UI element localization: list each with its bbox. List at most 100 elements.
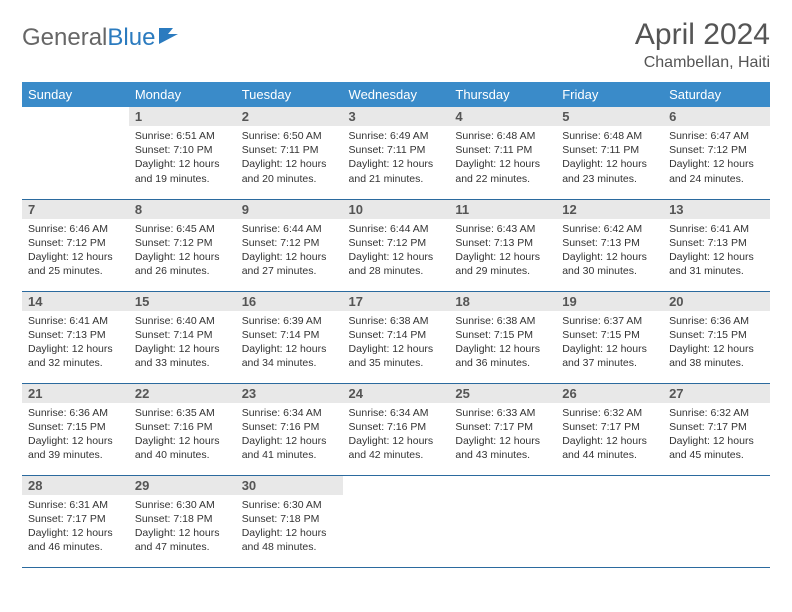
sunrise: Sunrise: 6:49 AM	[349, 129, 444, 143]
sunset: Sunset: 7:15 PM	[562, 328, 657, 342]
day-details: Sunrise: 6:48 AMSunset: 7:11 PMDaylight:…	[556, 126, 663, 190]
sunset: Sunset: 7:18 PM	[135, 512, 230, 526]
daylight-1: Daylight: 12 hours	[242, 342, 337, 356]
sunrise: Sunrise: 6:42 AM	[562, 222, 657, 236]
daylight-2: and 37 minutes.	[562, 356, 657, 370]
weekday-header: Friday	[556, 82, 663, 107]
daylight-2: and 47 minutes.	[135, 540, 230, 554]
day-details: Sunrise: 6:44 AMSunset: 7:12 PMDaylight:…	[343, 219, 450, 283]
sunset: Sunset: 7:12 PM	[349, 236, 444, 250]
sunrise: Sunrise: 6:34 AM	[349, 406, 444, 420]
weekday-header: Sunday	[22, 82, 129, 107]
calendar-cell: 5Sunrise: 6:48 AMSunset: 7:11 PMDaylight…	[556, 107, 663, 199]
daylight-2: and 20 minutes.	[242, 172, 337, 186]
daylight-2: and 34 minutes.	[242, 356, 337, 370]
day-details: Sunrise: 6:33 AMSunset: 7:17 PMDaylight:…	[449, 403, 556, 467]
sunset: Sunset: 7:17 PM	[669, 420, 764, 434]
sunset: Sunset: 7:13 PM	[562, 236, 657, 250]
daylight-1: Daylight: 12 hours	[349, 434, 444, 448]
daylight-2: and 31 minutes.	[669, 264, 764, 278]
location: Chambellan, Haiti	[635, 54, 770, 72]
day-number: 12	[556, 200, 663, 219]
calendar-cell: 1Sunrise: 6:51 AMSunset: 7:10 PMDaylight…	[129, 107, 236, 199]
calendar-cell	[22, 107, 129, 199]
sunrise: Sunrise: 6:48 AM	[562, 129, 657, 143]
sunset: Sunset: 7:15 PM	[455, 328, 550, 342]
calendar-cell: 29Sunrise: 6:30 AMSunset: 7:18 PMDayligh…	[129, 475, 236, 567]
weekday-header: Thursday	[449, 82, 556, 107]
day-number: 28	[22, 476, 129, 495]
daylight-2: and 24 minutes.	[669, 172, 764, 186]
calendar-cell: 18Sunrise: 6:38 AMSunset: 7:15 PMDayligh…	[449, 291, 556, 383]
daylight-1: Daylight: 12 hours	[242, 434, 337, 448]
weekday-header: Monday	[129, 82, 236, 107]
calendar-cell: 26Sunrise: 6:32 AMSunset: 7:17 PMDayligh…	[556, 383, 663, 475]
day-number: 7	[22, 200, 129, 219]
day-number: 1	[129, 107, 236, 126]
sunset: Sunset: 7:15 PM	[669, 328, 764, 342]
day-number: 14	[22, 292, 129, 311]
day-details: Sunrise: 6:47 AMSunset: 7:12 PMDaylight:…	[663, 126, 770, 190]
sunset: Sunset: 7:17 PM	[455, 420, 550, 434]
header: GeneralBlue April 2024 Chambellan, Haiti	[22, 18, 770, 72]
daylight-2: and 32 minutes.	[28, 356, 123, 370]
month-title: April 2024	[635, 18, 770, 52]
sunset: Sunset: 7:10 PM	[135, 143, 230, 157]
sunset: Sunset: 7:16 PM	[242, 420, 337, 434]
daylight-2: and 44 minutes.	[562, 448, 657, 462]
sunset: Sunset: 7:16 PM	[349, 420, 444, 434]
sunset: Sunset: 7:17 PM	[28, 512, 123, 526]
day-number: 25	[449, 384, 556, 403]
sunset: Sunset: 7:18 PM	[242, 512, 337, 526]
daylight-1: Daylight: 12 hours	[135, 342, 230, 356]
calendar-cell: 2Sunrise: 6:50 AMSunset: 7:11 PMDaylight…	[236, 107, 343, 199]
sunrise: Sunrise: 6:35 AM	[135, 406, 230, 420]
weekday-header: Wednesday	[343, 82, 450, 107]
sunrise: Sunrise: 6:44 AM	[349, 222, 444, 236]
sunset: Sunset: 7:17 PM	[562, 420, 657, 434]
daylight-2: and 41 minutes.	[242, 448, 337, 462]
calendar-cell: 6Sunrise: 6:47 AMSunset: 7:12 PMDaylight…	[663, 107, 770, 199]
day-details: Sunrise: 6:36 AMSunset: 7:15 PMDaylight:…	[663, 311, 770, 375]
calendar-cell: 24Sunrise: 6:34 AMSunset: 7:16 PMDayligh…	[343, 383, 450, 475]
sunset: Sunset: 7:13 PM	[669, 236, 764, 250]
daylight-2: and 33 minutes.	[135, 356, 230, 370]
day-number: 15	[129, 292, 236, 311]
logo-text-2: Blue	[107, 24, 155, 52]
day-number: 26	[556, 384, 663, 403]
daylight-2: and 26 minutes.	[135, 264, 230, 278]
sunrise: Sunrise: 6:34 AM	[242, 406, 337, 420]
day-number: 6	[663, 107, 770, 126]
day-details: Sunrise: 6:39 AMSunset: 7:14 PMDaylight:…	[236, 311, 343, 375]
day-details: Sunrise: 6:50 AMSunset: 7:11 PMDaylight:…	[236, 126, 343, 190]
daylight-2: and 29 minutes.	[455, 264, 550, 278]
day-details: Sunrise: 6:44 AMSunset: 7:12 PMDaylight:…	[236, 219, 343, 283]
day-number: 9	[236, 200, 343, 219]
sunset: Sunset: 7:11 PM	[242, 143, 337, 157]
day-number: 3	[343, 107, 450, 126]
day-number: 4	[449, 107, 556, 126]
calendar-cell: 23Sunrise: 6:34 AMSunset: 7:16 PMDayligh…	[236, 383, 343, 475]
calendar-row: 28Sunrise: 6:31 AMSunset: 7:17 PMDayligh…	[22, 475, 770, 567]
sunrise: Sunrise: 6:32 AM	[669, 406, 764, 420]
daylight-2: and 39 minutes.	[28, 448, 123, 462]
calendar-cell	[556, 475, 663, 567]
daylight-2: and 28 minutes.	[349, 264, 444, 278]
day-number: 23	[236, 384, 343, 403]
calendar-cell: 15Sunrise: 6:40 AMSunset: 7:14 PMDayligh…	[129, 291, 236, 383]
daylight-2: and 21 minutes.	[349, 172, 444, 186]
sunset: Sunset: 7:12 PM	[28, 236, 123, 250]
daylight-1: Daylight: 12 hours	[28, 342, 123, 356]
day-details: Sunrise: 6:38 AMSunset: 7:15 PMDaylight:…	[449, 311, 556, 375]
day-details: Sunrise: 6:34 AMSunset: 7:16 PMDaylight:…	[236, 403, 343, 467]
sunset: Sunset: 7:14 PM	[242, 328, 337, 342]
day-number: 13	[663, 200, 770, 219]
daylight-1: Daylight: 12 hours	[669, 342, 764, 356]
calendar-cell: 17Sunrise: 6:38 AMSunset: 7:14 PMDayligh…	[343, 291, 450, 383]
day-number: 30	[236, 476, 343, 495]
calendar-cell	[343, 475, 450, 567]
calendar-cell: 27Sunrise: 6:32 AMSunset: 7:17 PMDayligh…	[663, 383, 770, 475]
daylight-1: Daylight: 12 hours	[28, 526, 123, 540]
day-number: 11	[449, 200, 556, 219]
daylight-1: Daylight: 12 hours	[242, 250, 337, 264]
